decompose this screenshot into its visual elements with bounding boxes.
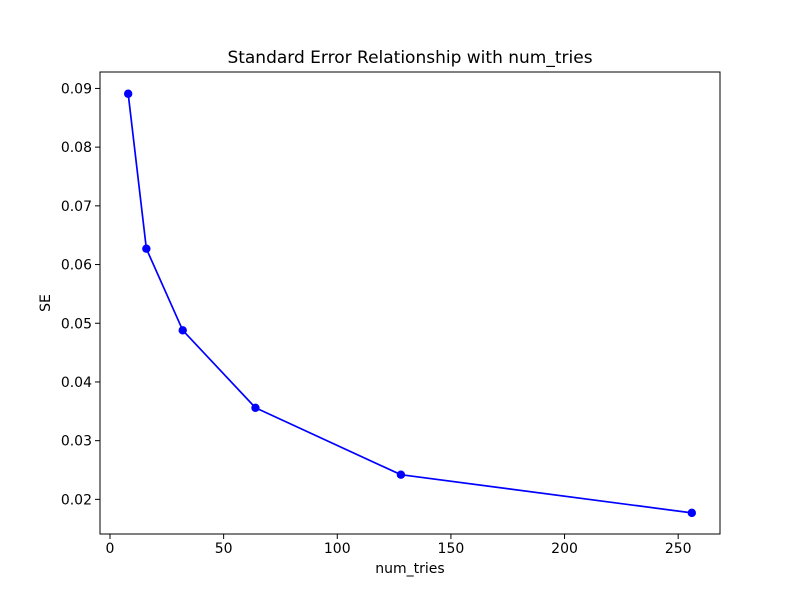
plot-area xyxy=(100,72,720,534)
chart-title: Standard Error Relationship with num_tri… xyxy=(227,48,592,68)
data-point-marker xyxy=(123,89,133,98)
axes-spines xyxy=(99,71,721,535)
y-tick-label: 0.05 xyxy=(61,316,92,332)
y-tick-label: 0.09 xyxy=(61,81,92,97)
y-axis-label: SE xyxy=(38,294,54,312)
y-tick-label: 0.03 xyxy=(61,434,92,450)
y-tick-label: 0.08 xyxy=(61,140,92,156)
y-tick-label: 0.04 xyxy=(61,375,92,391)
x-tick-label: 0 xyxy=(106,541,115,557)
data-point-marker xyxy=(251,403,260,412)
y-tick-label: 0.07 xyxy=(61,199,92,215)
se-line-series xyxy=(127,93,692,514)
data-point-marker xyxy=(396,470,406,479)
y-tick-label: 0.06 xyxy=(61,258,92,274)
x-tick-label: 250 xyxy=(665,541,692,557)
x-axis-label: num_tries xyxy=(375,561,444,577)
x-tick-label: 200 xyxy=(551,541,578,557)
data-point-marker xyxy=(178,326,187,335)
x-tick-label: 150 xyxy=(438,541,465,557)
x-tick-label: 50 xyxy=(215,541,233,557)
y-tick-label: 0.02 xyxy=(61,492,92,508)
plot-content: 0 50 100 150 200 250 0.02 0.03 0.04 0.05 0.06 0.07 0… xyxy=(61,71,721,557)
data-point-marker xyxy=(142,244,151,253)
data-point-marker xyxy=(687,508,697,518)
x-tick-label: 100 xyxy=(324,541,351,557)
